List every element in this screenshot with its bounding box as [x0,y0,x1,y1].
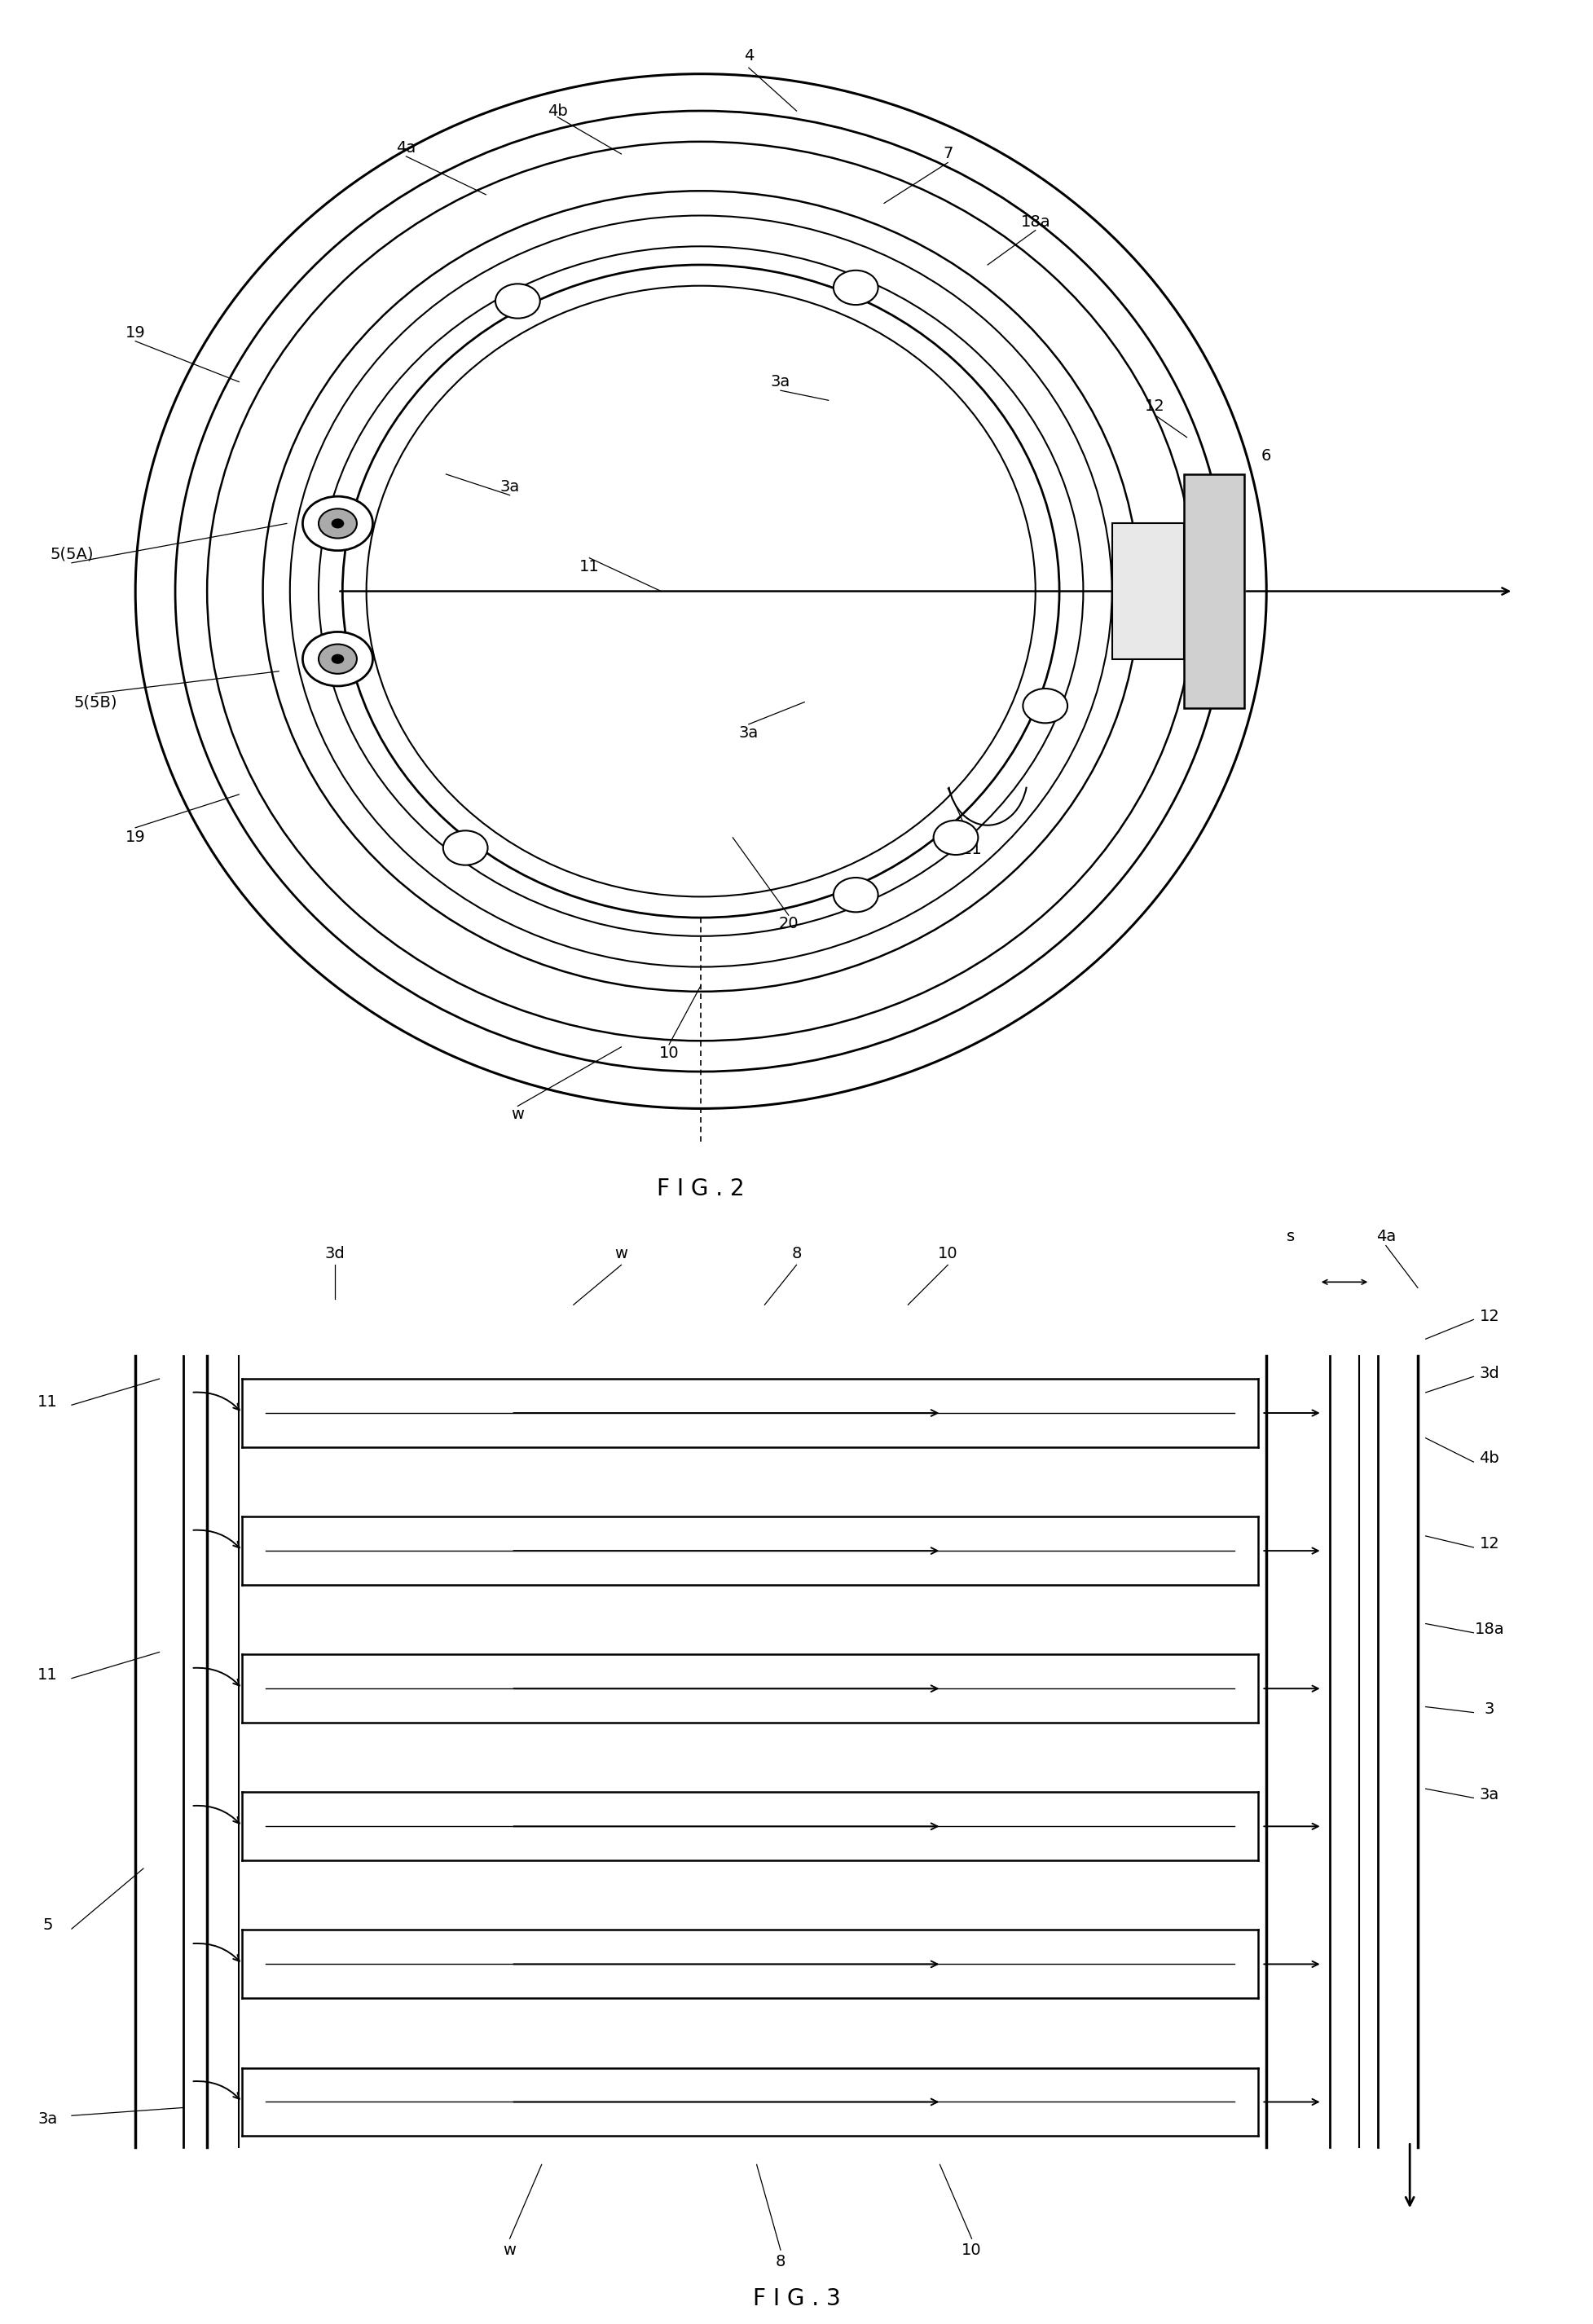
Text: F I G . 2: F I G . 2 [656,1178,746,1199]
Circle shape [331,653,344,665]
Text: 8: 8 [776,2254,785,2268]
Circle shape [303,497,373,551]
Text: 3a: 3a [500,479,519,495]
Text: 4b: 4b [548,102,567,119]
Text: 11: 11 [38,1666,57,1683]
Text: 3: 3 [1485,1701,1494,1717]
Bar [1184,474,1244,709]
Text: 12: 12 [1480,1308,1499,1325]
Text: 5(5A): 5(5A) [49,546,94,562]
Text: 8: 8 [792,1246,801,1262]
Text: 11: 11 [38,1394,57,1408]
Text: 5: 5 [43,1917,53,1934]
Text: 19: 19 [126,325,145,339]
Text: 19: 19 [126,830,145,846]
Circle shape [933,820,978,855]
Text: 21: 21 [962,841,981,858]
Text: 10: 10 [962,2243,981,2257]
Text: 11: 11 [580,558,599,574]
Text: 4a: 4a [1376,1229,1395,1243]
Text: 12: 12 [1145,400,1164,414]
Circle shape [833,878,878,911]
Circle shape [319,644,357,674]
Circle shape [443,830,487,865]
Bar [1112,523,1184,660]
Text: 18a: 18a [1475,1622,1504,1636]
Text: 5(5B): 5(5B) [73,695,118,709]
Text: 3a: 3a [1480,1787,1499,1801]
Circle shape [495,284,540,318]
Text: 4b: 4b [1480,1450,1499,1466]
Text: 10: 10 [660,1046,679,1060]
Text: 3a: 3a [771,374,790,390]
Text: 3d: 3d [1480,1367,1499,1380]
Text: 18a: 18a [1021,214,1050,230]
Text: w: w [503,2243,516,2257]
Circle shape [1023,688,1067,723]
Circle shape [833,270,878,304]
Circle shape [331,518,344,528]
Text: 4: 4 [744,49,753,63]
Text: 3a: 3a [38,2110,57,2126]
Circle shape [319,509,357,539]
Text: 7: 7 [943,146,953,163]
Text: F I G . 3: F I G . 3 [752,2287,841,2310]
Text: 3a: 3a [739,725,758,741]
Text: w: w [615,1246,628,1262]
Text: 20: 20 [779,916,798,932]
Text: 4a: 4a [397,139,416,156]
Circle shape [303,632,373,686]
Text: 3d: 3d [325,1246,344,1262]
Text: 10: 10 [938,1246,957,1262]
Text: s: s [1286,1229,1295,1243]
Text: 12: 12 [1480,1536,1499,1552]
Text: 6: 6 [1262,449,1271,462]
Text: w: w [511,1106,524,1122]
